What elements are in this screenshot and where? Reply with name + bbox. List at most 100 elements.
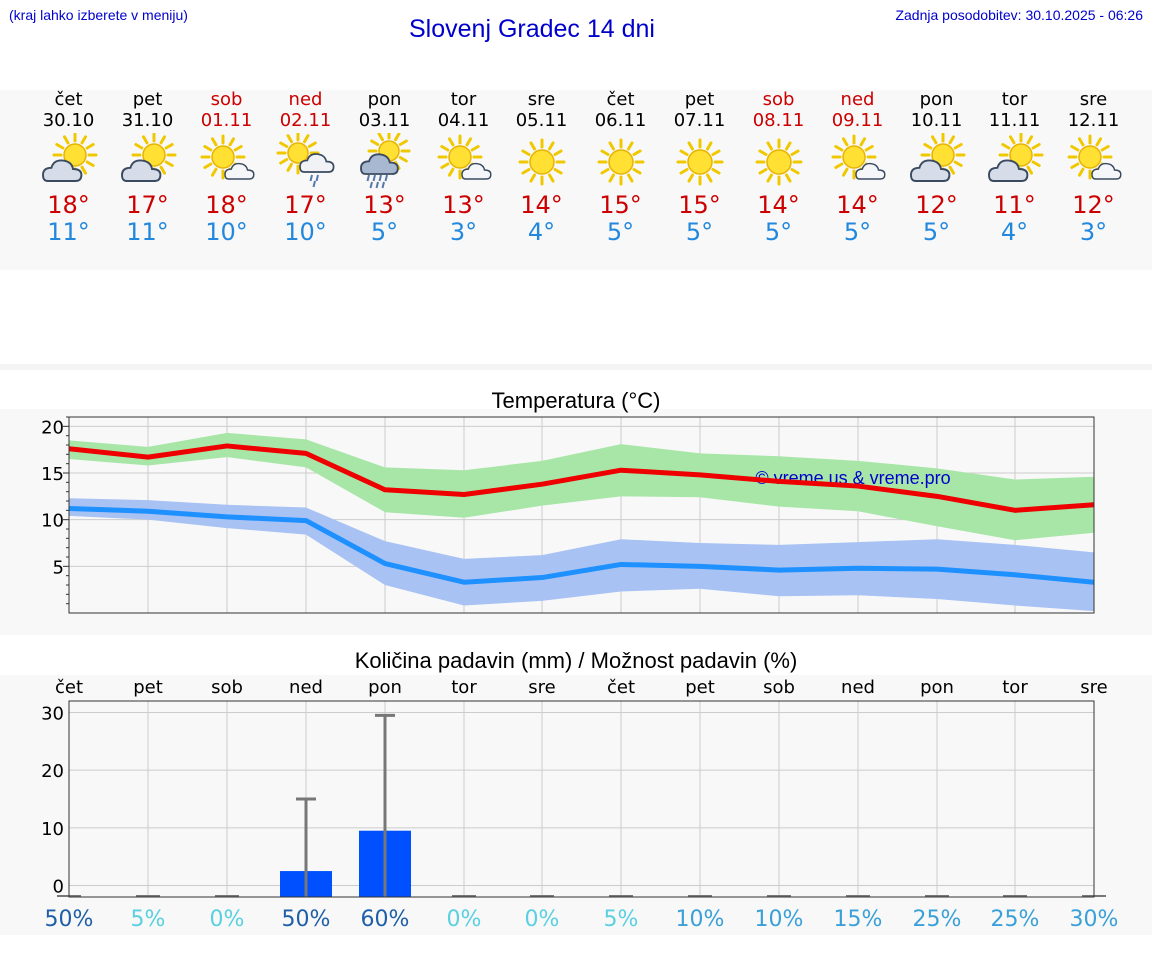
precipitation-day-label: čet xyxy=(607,677,635,698)
max-temperature: 13° xyxy=(363,191,406,219)
min-temperature: 5° xyxy=(922,218,951,246)
max-temperature: 12° xyxy=(1072,191,1115,219)
y-tick-label: 10 xyxy=(41,511,64,532)
day-date: 08.11 xyxy=(752,110,805,131)
line-min xyxy=(68,505,1095,585)
precipitation-probability: 0% xyxy=(447,907,482,932)
day-date: 31.10 xyxy=(121,110,174,131)
precipitation-day-label: pon xyxy=(920,677,954,698)
precipitation-probability: 60% xyxy=(361,907,410,932)
day-date: 04.11 xyxy=(437,110,490,131)
precipitation-probability: 25% xyxy=(913,907,962,932)
forecast-day: sre 12.11 12° 3° xyxy=(1054,90,1133,246)
min-temperature: 3° xyxy=(449,218,478,246)
max-temperature: 14° xyxy=(836,191,879,219)
precipitation-day-label: pet xyxy=(685,677,715,698)
max-temperature: 15° xyxy=(599,191,642,219)
day-date: 03.11 xyxy=(358,110,411,131)
forecast-day: tor 04.11 13° 3° xyxy=(424,90,503,246)
max-temperature: 14° xyxy=(757,191,800,219)
forecast-day: ned 02.11 17° 10° xyxy=(266,90,345,246)
forecast-day: čet 06.11 15° 5° xyxy=(581,90,660,246)
temperature-plot-frame xyxy=(68,416,1095,614)
max-temperature: 17° xyxy=(284,191,327,219)
min-temperature: 10° xyxy=(205,218,248,246)
min-temperature: 5° xyxy=(606,218,635,246)
cloud-heavy-rain-icon xyxy=(359,133,410,189)
precipitation-day-label: sre xyxy=(528,677,555,698)
day-name: ned xyxy=(288,89,323,110)
day-date: 11.11 xyxy=(988,110,1041,131)
max-temperature: 11° xyxy=(993,191,1036,219)
forecast-day: sre 05.11 14° 4° xyxy=(502,90,581,246)
min-temperature: 3° xyxy=(1079,218,1108,246)
day-name: pet xyxy=(684,89,715,110)
day-name: pon xyxy=(919,89,954,110)
sun-icon xyxy=(518,138,565,186)
min-temperature: 4° xyxy=(1000,218,1029,246)
precipitation-probability: 5% xyxy=(131,907,166,932)
precipitation-day-label: ned xyxy=(841,677,875,698)
min-temperature: 5° xyxy=(370,218,399,246)
sun-icon xyxy=(755,138,802,186)
location-menu-hint: (kraj lahko izberete v meniju) xyxy=(9,7,188,23)
partly-cloudy-icon xyxy=(120,133,176,182)
precipitation-probability: 10% xyxy=(755,907,804,932)
precipitation-day-label: tor xyxy=(451,677,477,698)
forecast-days-panel xyxy=(0,90,1152,270)
sun-cloud-rain-icon xyxy=(276,133,334,188)
min-temperature: 5° xyxy=(843,218,872,246)
day-date: 07.11 xyxy=(673,110,726,131)
forecast-day: čet 30.10 18° 11° xyxy=(29,90,108,246)
forecast-day: ned 09.11 14° 5° xyxy=(818,90,897,246)
band-min xyxy=(69,498,1094,612)
precipitation-day-label: čet xyxy=(55,677,83,698)
y-tick-label: 20 xyxy=(41,417,64,438)
forecast-day: pet 07.11 15° 5° xyxy=(660,90,739,246)
precipitation-day-label: ned xyxy=(289,677,323,698)
line-max xyxy=(68,443,1095,513)
day-name: ned xyxy=(840,89,875,110)
forecast-day: sob 01.11 18° 10° xyxy=(187,90,266,246)
last-update-timestamp: Zadnja posodobitev: 30.10.2025 - 06:26 xyxy=(895,7,1143,23)
sun-small-cloud-icon xyxy=(831,134,886,180)
page-title: Slovenj Gradec 14 dni xyxy=(409,15,655,43)
y-tick-label: 30 xyxy=(41,704,64,725)
day-name: sre xyxy=(527,89,556,110)
precipitation-chart-title: Količina padavin (mm) / Možnost padavin … xyxy=(354,648,798,673)
precipitation-probability: 15% xyxy=(834,907,883,932)
forecast-day: pon 03.11 13° 5° xyxy=(345,90,424,246)
day-date: 06.11 xyxy=(594,110,647,131)
sun-icon xyxy=(676,138,723,186)
sun-icon xyxy=(597,138,644,186)
day-name: tor xyxy=(1001,89,1028,110)
precipitation-probability: 5% xyxy=(604,907,639,932)
day-name: pet xyxy=(132,89,163,110)
day-name: sob xyxy=(210,89,243,110)
min-temperature: 4° xyxy=(527,218,556,246)
max-temperature: 15° xyxy=(678,191,721,219)
day-name: čet xyxy=(606,89,635,110)
precipitation-probability: 50% xyxy=(282,907,331,932)
forecast-day: tor 11.11 11° 4° xyxy=(975,90,1054,246)
precipitation-plot-area xyxy=(69,701,1094,897)
precipitation-probability: 30% xyxy=(1070,907,1119,932)
day-date: 05.11 xyxy=(515,110,568,131)
precipitation-day-label: tor xyxy=(1002,677,1028,698)
temperature-chart-title: Temperatura (°C) xyxy=(491,388,661,413)
section-divider xyxy=(0,364,1152,370)
forecast-day: sob 08.11 14° 5° xyxy=(739,90,818,246)
max-temperature: 14° xyxy=(520,191,563,219)
day-date: 10.11 xyxy=(910,110,963,131)
precipitation-day-label: pon xyxy=(368,677,402,698)
sun-small-cloud-icon xyxy=(437,134,492,180)
min-temperature: 5° xyxy=(764,218,793,246)
y-tick-label: 0 xyxy=(53,876,64,897)
precipitation-probability: 0% xyxy=(525,907,560,932)
precipitation-plot-frame xyxy=(68,700,1095,898)
precipitation-day-label: sob xyxy=(211,677,243,698)
min-temperature: 5° xyxy=(685,218,714,246)
day-date: 12.11 xyxy=(1067,110,1120,131)
